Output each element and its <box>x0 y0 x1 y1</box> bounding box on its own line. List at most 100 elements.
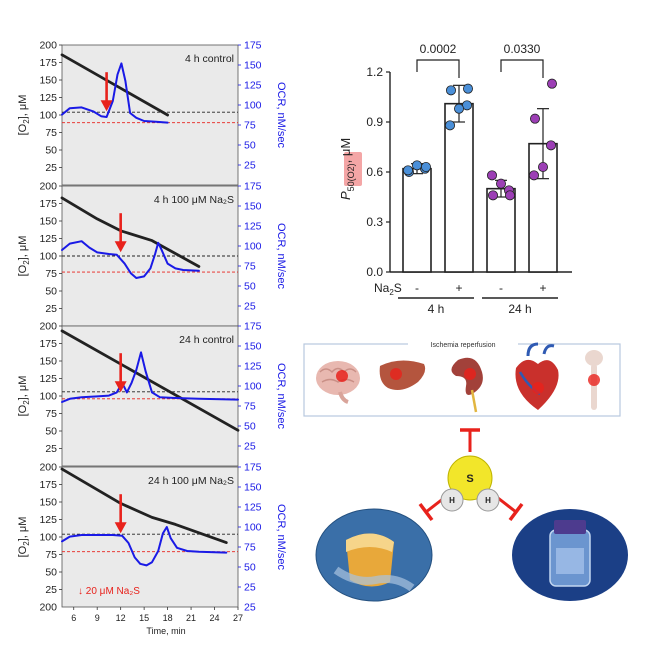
left-tick-label: 25 <box>45 584 57 596</box>
data-point <box>538 161 549 172</box>
trace-panel-title: 24 h control <box>179 334 234 346</box>
na2s-arrow-head <box>114 241 127 253</box>
na2s-arrow-head <box>114 381 127 393</box>
right-tick-label: 125 <box>244 221 262 233</box>
left-tick-label: 125 <box>39 373 57 385</box>
left-tick-label: 200 <box>39 321 57 333</box>
data-point <box>530 113 541 124</box>
right-axis-label: OCR, nM/sec <box>275 82 287 149</box>
left-tick-label: 150 <box>39 356 57 368</box>
left-tick-label: 50 <box>45 145 57 157</box>
right-tick-label: 150 <box>244 341 262 353</box>
right-tick-label: 75 <box>244 542 256 554</box>
kidney-icon <box>451 357 483 413</box>
left-tick-label: 175 <box>39 57 57 69</box>
ylabel-highlight <box>344 152 362 186</box>
left-tick-label: 175 <box>39 479 57 491</box>
left-tick-label: 100 <box>39 251 57 263</box>
trace-panel-title: 24 h 100 μM Na₂S <box>148 475 234 487</box>
left-tick-label: 50 <box>45 286 57 298</box>
left-tick-label: 150 <box>39 75 57 87</box>
right-tick-label: 125 <box>244 80 262 92</box>
x-axis-label: Time, min <box>146 626 185 636</box>
na2s-row-label: Na2S <box>374 281 402 297</box>
left-tick-label: 100 <box>39 391 57 403</box>
left-tick-label: 125 <box>39 92 57 104</box>
left-tick-label: 125 <box>39 233 57 245</box>
right-tick-label: 75 <box>244 120 256 132</box>
right-axis-label: OCR, nM/sec <box>275 504 287 571</box>
trace-plot-area <box>61 44 239 186</box>
right-tick-label: 175 <box>244 181 262 193</box>
na2s-sign: - <box>415 281 419 295</box>
right-tick-label: 50 <box>244 140 256 152</box>
right-tick-label: 75 <box>244 401 256 413</box>
right-tick-label: 50 <box>244 562 256 574</box>
inhibition-arrow-right <box>497 496 524 522</box>
data-point <box>420 161 431 172</box>
right-tick-label: 25 <box>244 602 256 614</box>
right-tick-label: 150 <box>244 60 262 72</box>
ocr-trace-line <box>61 526 228 567</box>
right-tick-label: 150 <box>244 201 262 213</box>
ischemia-title: Ischemia reperfusion <box>431 342 496 349</box>
x-tick-label: 9 <box>95 613 100 623</box>
inhibition-arrow-up <box>460 428 480 452</box>
left-tick-label: 100 <box>39 110 57 122</box>
right-tick-label: 25 <box>244 160 256 172</box>
left-tick-label: 200 <box>39 181 57 193</box>
oxygen-traces-panel: 200 175 150 125 100 75 50 25 175 150 125 100 75 50 25 [… <box>17 40 287 614</box>
right-tick-label: 100 <box>244 381 262 393</box>
right-tick-label: 100 <box>244 100 262 112</box>
data-point <box>445 85 456 96</box>
left-tick-label: 75 <box>45 549 57 561</box>
data-point <box>486 170 497 181</box>
ocr-trace-line <box>61 240 200 279</box>
inhibition-arrow-left <box>418 496 445 522</box>
left-tick-label: 175 <box>39 338 57 350</box>
trace-panel-title: 4 h 100 μM Na₂S <box>154 194 234 206</box>
brain-icon <box>316 361 360 404</box>
right-tick-label: 75 <box>244 261 256 273</box>
bar-y-tick-label: 0.6 <box>366 165 383 179</box>
left-tick-label: 75 <box>45 408 57 420</box>
left-tick-label: 100 <box>39 532 57 544</box>
trace-panel-4: 200 175 150 125 100 75 50 25 200 175 150 125 100 75 50… <box>17 462 287 614</box>
x-tick-label: 6 <box>71 613 76 623</box>
trace-panel-1: 200 175 150 125 100 75 50 25 175 150 125 100 75 50 25 [… <box>17 40 287 186</box>
left-axis-label: [O2], μM <box>17 376 31 417</box>
bar-3 <box>486 187 516 273</box>
x-tick-label: 12 <box>116 613 126 623</box>
bar-y-tick-label: 0.0 <box>366 265 383 279</box>
left-tick-label: 25 <box>45 162 57 174</box>
atom-h-right: H <box>485 496 491 505</box>
ocr-trace-line <box>61 351 239 403</box>
data-point <box>444 120 455 131</box>
drug-vial-photo <box>512 509 628 601</box>
left-tick-label: 200 <box>39 40 57 52</box>
right-tick-label: 150 <box>244 482 262 494</box>
x-tick-label: 15 <box>139 613 149 623</box>
left-axis-label: [O2], μM <box>17 236 31 277</box>
x-tick-label: 24 <box>210 613 220 623</box>
trace-panel-title: 4 h control <box>185 53 234 65</box>
data-point <box>453 103 464 114</box>
na2s-sign: + <box>455 281 462 295</box>
x-tick-labels: 6 9 12 15 18 21 24 27 <box>71 607 243 623</box>
right-tick-label: 175 <box>244 321 262 333</box>
right-tick-label: 125 <box>244 361 262 373</box>
right-tick-label: 100 <box>244 522 262 534</box>
group-label-24h: 24 h <box>508 302 531 316</box>
right-tick-label: 50 <box>244 281 256 293</box>
ischemia-title-bg <box>408 339 518 350</box>
pvalue-bracket <box>416 59 460 78</box>
x-tick-label: 27 <box>233 613 243 623</box>
data-point <box>487 190 498 201</box>
organ-bag-photo <box>315 508 433 602</box>
left-tick-label: 125 <box>39 514 57 526</box>
na2s-arrow-head <box>114 522 127 534</box>
bar-y-label-text: P50(O2), μM <box>338 138 356 200</box>
left-tick-label: 25 <box>45 443 57 455</box>
